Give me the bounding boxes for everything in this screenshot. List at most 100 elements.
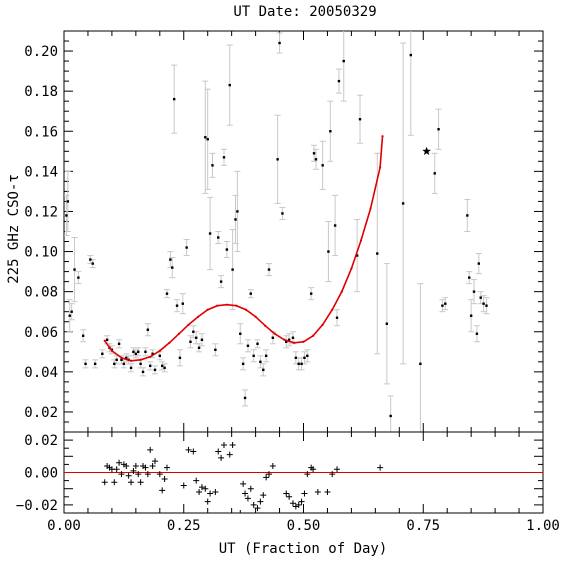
- data-point: [89, 258, 92, 261]
- star-marker: [422, 146, 431, 155]
- data-point: [171, 266, 174, 269]
- data-point: [327, 250, 330, 253]
- residual-point: [226, 451, 233, 458]
- data-point: [115, 358, 118, 362]
- data-point: [175, 304, 179, 307]
- data-point: [192, 330, 195, 333]
- residual-data-layer: [64, 441, 543, 513]
- data-point: [211, 164, 214, 167]
- top-y-tick-label: 0.12: [24, 204, 58, 220]
- data-point: [291, 336, 295, 339]
- residual-point: [250, 501, 257, 508]
- data-point: [482, 302, 485, 305]
- residual-point: [283, 490, 290, 497]
- fit-point: [149, 355, 152, 358]
- residual-point: [254, 505, 261, 512]
- data-point: [129, 366, 133, 370]
- fit-point: [244, 308, 248, 311]
- residual-point: [101, 479, 108, 486]
- data-point: [217, 236, 220, 239]
- data-point: [70, 310, 73, 313]
- fit-point: [187, 323, 190, 326]
- fit-point: [283, 338, 286, 341]
- data-point: [113, 362, 116, 366]
- data-point: [385, 322, 389, 325]
- fit-point: [302, 340, 305, 343]
- data-point: [165, 292, 169, 295]
- residual-point: [377, 464, 384, 471]
- top-y-tick-label: 0.04: [24, 365, 58, 381]
- data-point: [287, 338, 291, 341]
- residual-point: [298, 498, 305, 505]
- data-point: [433, 172, 436, 175]
- residual-point: [242, 490, 249, 497]
- residual-point: [144, 471, 151, 478]
- fit-point: [206, 308, 209, 311]
- fit-point: [110, 349, 113, 352]
- data-point: [281, 212, 284, 215]
- fit-point: [254, 315, 257, 318]
- residual-point: [118, 471, 125, 478]
- residual-point: [212, 488, 219, 495]
- residual-point: [156, 471, 163, 478]
- fit-point: [264, 324, 267, 327]
- residual-point: [116, 459, 123, 466]
- top-y-tick-label: 0.10: [24, 245, 58, 261]
- residual-point: [260, 492, 267, 499]
- data-point: [134, 352, 138, 356]
- residual-point: [244, 495, 251, 502]
- fit-point: [158, 349, 161, 352]
- fit-point: [235, 304, 238, 307]
- x-tick-label: 1.00: [526, 518, 560, 534]
- fit-point: [177, 332, 181, 335]
- data-point: [151, 352, 154, 356]
- data-point: [68, 314, 71, 317]
- fit-point: [120, 356, 123, 359]
- data-point: [472, 290, 476, 293]
- fit-point: [359, 239, 363, 242]
- residual-point: [123, 463, 130, 470]
- residual-point: [198, 484, 205, 491]
- data-point: [469, 314, 473, 317]
- data-point: [120, 358, 123, 362]
- residual-point: [137, 479, 144, 486]
- data-point: [146, 328, 150, 331]
- fit-point: [321, 323, 324, 326]
- data-point: [376, 252, 379, 255]
- data-point: [169, 258, 172, 261]
- data-point: [204, 136, 207, 139]
- residual-point: [196, 488, 203, 495]
- data-point: [297, 362, 300, 366]
- data-point: [468, 276, 471, 279]
- residual-point: [202, 485, 209, 492]
- data-point: [259, 360, 262, 364]
- data-point: [149, 364, 152, 368]
- data-point: [278, 41, 281, 45]
- data-point: [195, 336, 198, 339]
- fit-point: [340, 290, 343, 293]
- fit-point: [168, 341, 171, 344]
- residual-point: [190, 448, 197, 455]
- data-point: [197, 346, 201, 349]
- residual-point: [329, 471, 336, 478]
- data-point: [401, 202, 405, 205]
- data-point: [158, 354, 161, 358]
- data-point: [189, 340, 192, 343]
- data-point: [144, 350, 147, 353]
- data-point: [178, 356, 182, 360]
- data-point: [475, 332, 479, 335]
- top-y-tick-label: 0.18: [24, 84, 58, 100]
- residual-y-tick-label: −0.02: [16, 498, 58, 514]
- x-axis-label-bottom: UT (Fraction of Day): [219, 541, 388, 557]
- data-point: [185, 246, 188, 249]
- fit-point: [369, 207, 372, 210]
- data-point: [172, 97, 176, 101]
- data-point: [101, 352, 104, 356]
- data-point: [333, 224, 337, 227]
- x-tick-label: 0.50: [287, 518, 321, 534]
- data-point: [285, 340, 288, 343]
- data-point: [208, 232, 212, 235]
- data-point: [137, 350, 140, 353]
- data-point: [264, 354, 268, 358]
